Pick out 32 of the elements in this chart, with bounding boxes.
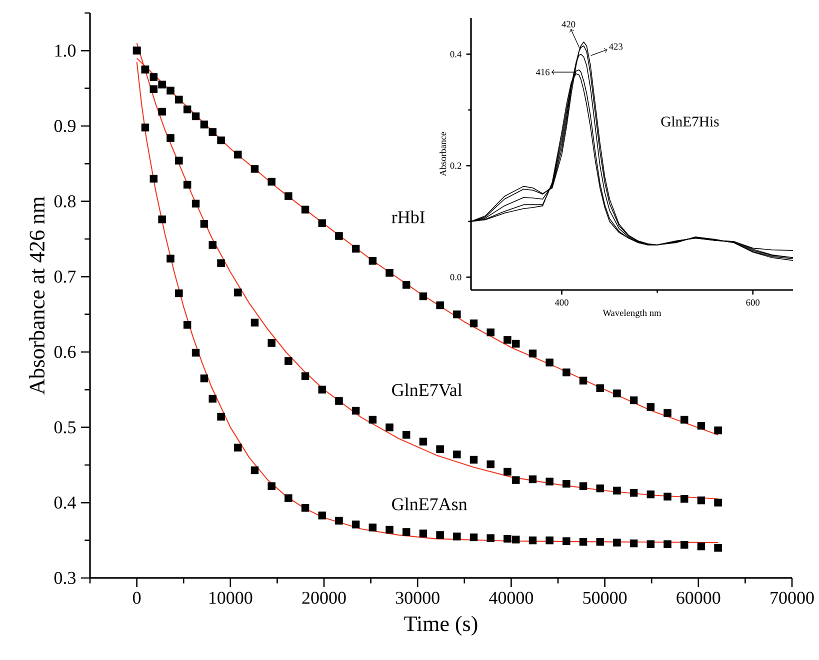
annotation: GlnE7Val: [392, 383, 462, 396]
x-tick-label: 600: [746, 299, 760, 306]
y-tick-label: 0.4: [450, 51, 462, 58]
annotation: GlnE7Asn: [392, 498, 468, 510]
x-tick-label: 400: [554, 299, 568, 306]
y-tick-label: 0.7: [54, 270, 76, 283]
x-tick-label: 30000: [396, 592, 440, 604]
annotation: 423: [609, 43, 623, 50]
annotation: rHbI: [392, 210, 425, 224]
x-tick-label: 10000: [209, 592, 252, 604]
annotation: 420: [562, 21, 576, 28]
y-tick-label: 0.9: [54, 120, 76, 132]
x-tick-label: 20000: [302, 592, 346, 604]
x-axis-title: Wavelength nm: [602, 310, 662, 318]
x-tick-label: 40000: [489, 592, 534, 604]
x-tick-label: 70000: [770, 592, 814, 604]
x-tick-label: 60000: [676, 592, 720, 604]
y-axis-title: Absorbance: [440, 132, 446, 176]
y-tick-label: 0.8: [54, 195, 76, 208]
y-tick-label: 1.0: [55, 44, 76, 57]
x-axis-title: Time (s): [404, 616, 478, 636]
x-tick-label: 50000: [583, 592, 627, 604]
y-tick-label: 0.2: [450, 162, 462, 169]
y-tick-label: 0.0: [450, 274, 462, 280]
y-tick-label: 0.4: [54, 496, 76, 509]
annotation: GlnE7His: [661, 116, 719, 127]
y-axis-title: Absorbance at 426 nm: [29, 196, 45, 395]
y-tick-label: 0.6: [54, 346, 76, 358]
y-tick-label: 0.3: [54, 572, 76, 584]
y-tick-label: 0.5: [54, 421, 76, 434]
annotation: 416: [536, 68, 550, 76]
x-tick-label: 0: [132, 592, 141, 604]
